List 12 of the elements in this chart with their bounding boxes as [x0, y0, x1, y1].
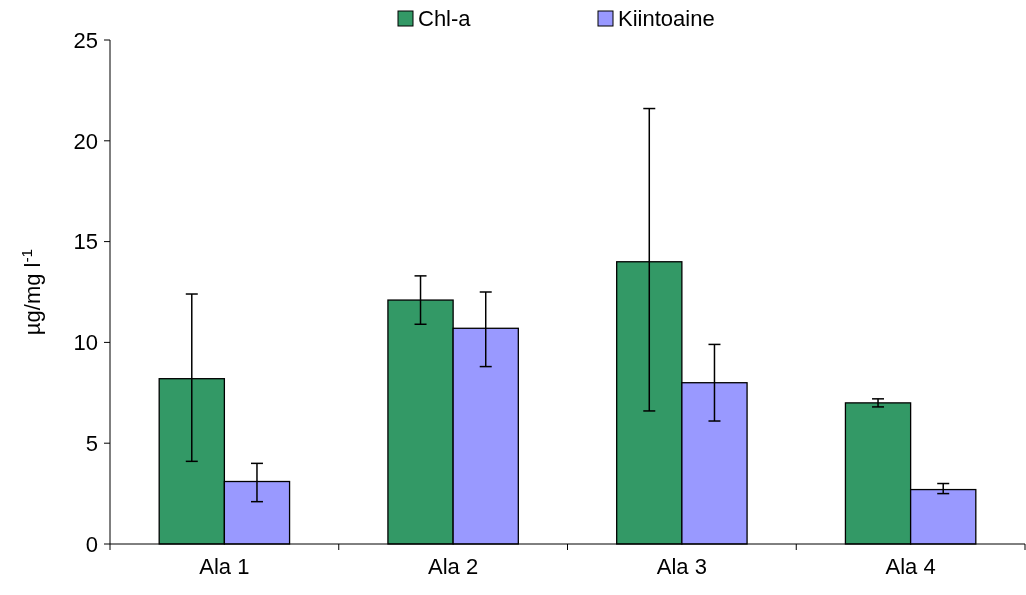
- y-tick-label: 20: [73, 128, 98, 154]
- legend-label: Chl-a: [418, 6, 472, 31]
- y-tick-label: 15: [73, 229, 98, 255]
- x-tick-label: Ala 3: [656, 554, 707, 579]
- y-tick-label: 5: [85, 430, 98, 456]
- y-tick-label: 25: [73, 27, 98, 53]
- legend-label: Kiintoaine: [618, 6, 715, 31]
- y-tick-label: 10: [73, 330, 98, 356]
- x-tick-label: Ala 4: [885, 554, 936, 579]
- x-tick-label: Ala 1: [199, 554, 250, 579]
- y-tick-label: 0: [85, 531, 98, 557]
- x-tick-label: Ala 2: [428, 554, 479, 579]
